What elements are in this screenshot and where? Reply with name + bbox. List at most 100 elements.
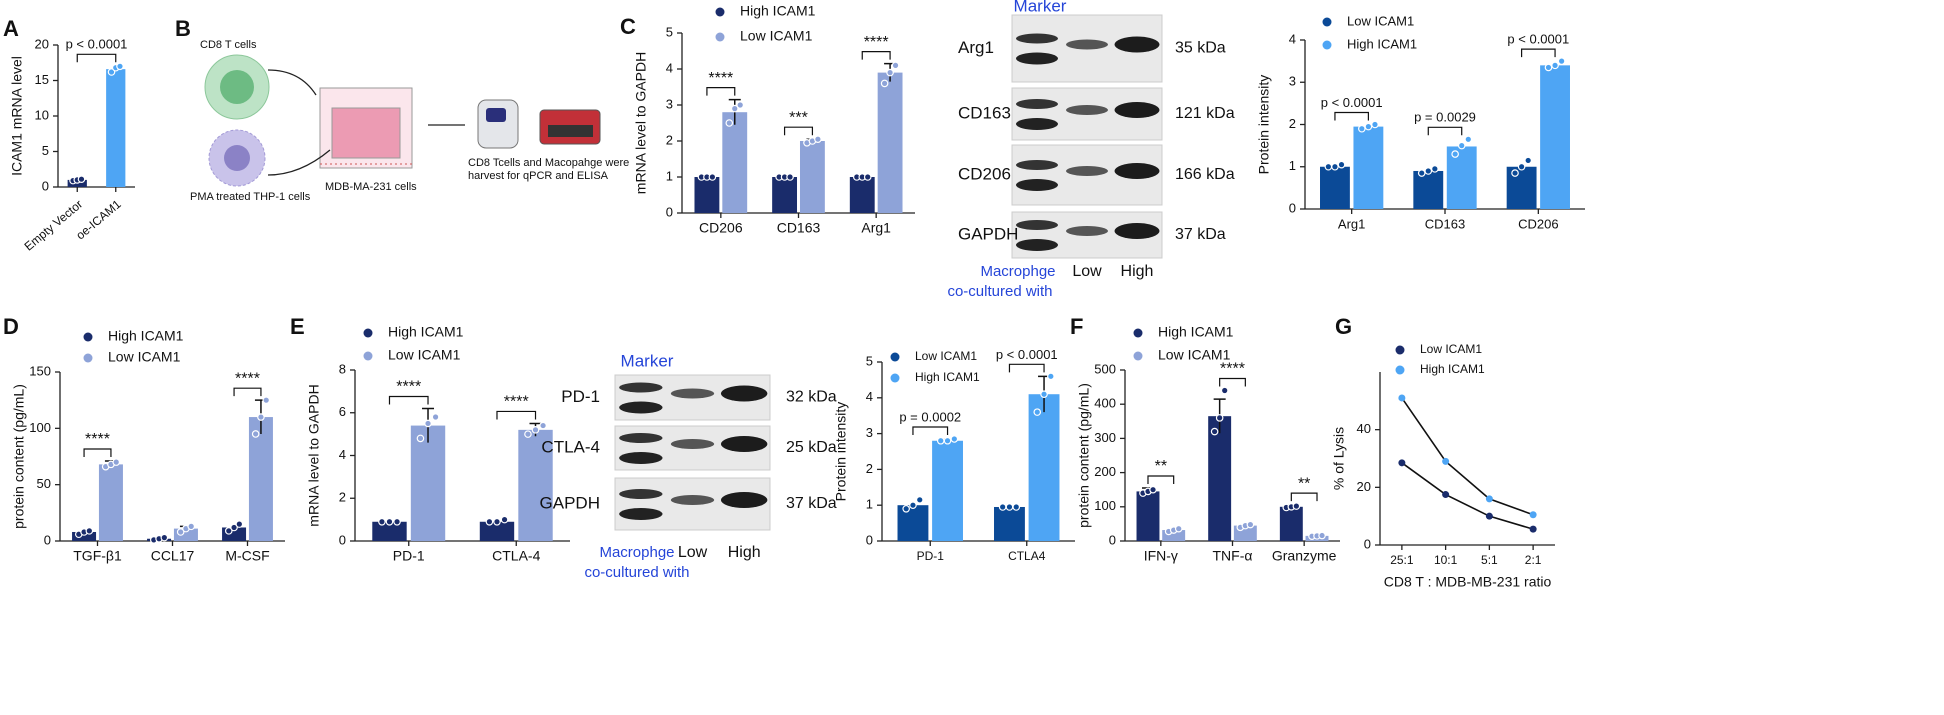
data-point bbox=[1358, 124, 1366, 133]
x-tick-label: 2:1 bbox=[1525, 553, 1542, 567]
x-tick-label: TGF-β1 bbox=[73, 548, 122, 564]
data-point bbox=[1524, 156, 1532, 165]
bar bbox=[694, 177, 720, 213]
bar bbox=[1028, 394, 1060, 541]
y-tick-label: 3 bbox=[666, 96, 673, 111]
data-point bbox=[998, 503, 1007, 511]
significance-label: **** bbox=[396, 379, 421, 396]
legend-marker bbox=[83, 332, 93, 342]
y-tick-label: 0 bbox=[42, 178, 49, 193]
marker-band bbox=[1016, 239, 1058, 251]
data-point bbox=[1464, 135, 1473, 144]
sample-band bbox=[1114, 163, 1160, 179]
legend-marker bbox=[1322, 17, 1332, 27]
marker-band bbox=[619, 433, 663, 443]
bar bbox=[1540, 65, 1570, 209]
data-point bbox=[1417, 169, 1426, 177]
significance-bracket bbox=[1147, 475, 1175, 484]
y-axis-label: mRNA level to GAPDH bbox=[306, 384, 322, 526]
data-point bbox=[1557, 57, 1566, 65]
y-tick-label: 2 bbox=[339, 490, 346, 505]
line-marker bbox=[1529, 511, 1537, 519]
x-tick-label: TNF-α bbox=[1213, 548, 1253, 564]
sample-band bbox=[720, 385, 768, 402]
data-point bbox=[378, 517, 386, 526]
data-point bbox=[1040, 390, 1048, 399]
blot-header: Marker bbox=[621, 351, 674, 370]
data-point bbox=[786, 173, 794, 181]
y-axis-label: mRNA level to GAPDH bbox=[633, 52, 649, 194]
significance-label: **** bbox=[85, 431, 110, 448]
blot-footer: co-cultured with bbox=[947, 283, 1052, 300]
y-axis-label: Protein intensity bbox=[1256, 75, 1272, 175]
blot-footer: Macrophge bbox=[599, 544, 674, 561]
y-tick-label: 5 bbox=[866, 353, 873, 368]
legend-label: Low ICAM1 bbox=[915, 349, 977, 363]
significance-label: *** bbox=[789, 109, 808, 126]
y-tick-label: 300 bbox=[1094, 430, 1116, 445]
data-point bbox=[493, 517, 501, 526]
arrow bbox=[267, 149, 331, 176]
y-tick-label: 500 bbox=[1094, 361, 1116, 376]
y-tick-label: 0 bbox=[1109, 532, 1116, 547]
data-point bbox=[915, 496, 924, 504]
x-tick-label: M-CSF bbox=[225, 548, 269, 564]
significance-bracket bbox=[1008, 363, 1045, 373]
line bbox=[1401, 462, 1534, 530]
label: MDB-MA-231 cells bbox=[325, 181, 417, 193]
line-marker bbox=[1442, 491, 1450, 499]
bar bbox=[799, 141, 825, 213]
label: CD8 Tcells and Macopahge were bbox=[468, 157, 629, 169]
blot-row-label: PD-1 bbox=[561, 387, 600, 406]
data-point bbox=[936, 436, 945, 445]
data-point bbox=[730, 104, 739, 113]
line bbox=[1401, 397, 1534, 516]
data-point bbox=[524, 430, 532, 438]
data-point bbox=[85, 527, 94, 535]
blot-kda: 35 kDa bbox=[1175, 40, 1226, 57]
sample-band bbox=[720, 436, 768, 452]
marker-band bbox=[1016, 52, 1058, 65]
blot-kda: 166 kDa bbox=[1175, 166, 1235, 183]
bar bbox=[98, 464, 123, 541]
data-point bbox=[725, 119, 734, 127]
legend-marker bbox=[1133, 328, 1143, 338]
bar bbox=[106, 69, 126, 187]
significance-bracket bbox=[1334, 111, 1369, 121]
y-tick-label: 0 bbox=[1289, 200, 1296, 215]
legend-marker bbox=[890, 352, 900, 362]
significance-bracket bbox=[912, 426, 949, 435]
y-tick-label: 2 bbox=[1289, 116, 1296, 131]
bar bbox=[248, 417, 273, 541]
y-tick-label: 3 bbox=[866, 425, 873, 440]
legend-marker bbox=[715, 7, 725, 17]
sample-band bbox=[670, 388, 715, 399]
significance-bracket bbox=[233, 387, 262, 397]
marker-band bbox=[619, 489, 663, 499]
data-point bbox=[708, 173, 717, 181]
line-marker bbox=[1485, 512, 1493, 520]
y-tick-label: 10 bbox=[35, 107, 49, 122]
sample-band bbox=[670, 495, 715, 505]
data-point bbox=[1451, 150, 1459, 158]
x-axis-label: CD8 T : MDB-MB-231 ratio bbox=[1384, 574, 1552, 590]
blot-kda: 25 kDa bbox=[786, 439, 837, 456]
data-point bbox=[943, 436, 952, 445]
lane-label: Low bbox=[678, 544, 708, 561]
data-point bbox=[909, 501, 917, 510]
significance-bracket bbox=[388, 395, 429, 405]
bar bbox=[1208, 416, 1232, 541]
y-tick-label: 200 bbox=[1094, 464, 1116, 479]
data-point bbox=[1517, 162, 1526, 171]
data-point bbox=[950, 435, 959, 443]
data-point bbox=[736, 101, 745, 109]
x-tick-label: 10:1 bbox=[1434, 553, 1458, 567]
significance-label: p < 0.0001 bbox=[996, 347, 1058, 362]
blot-row-label: GAPDH bbox=[540, 493, 600, 512]
x-tick-label: PD-1 bbox=[393, 548, 425, 564]
data-point bbox=[891, 61, 900, 70]
data-point bbox=[393, 517, 401, 526]
blot-row-label: CD163 bbox=[958, 103, 1011, 122]
sample-band bbox=[1114, 36, 1160, 53]
data-point bbox=[235, 520, 244, 528]
